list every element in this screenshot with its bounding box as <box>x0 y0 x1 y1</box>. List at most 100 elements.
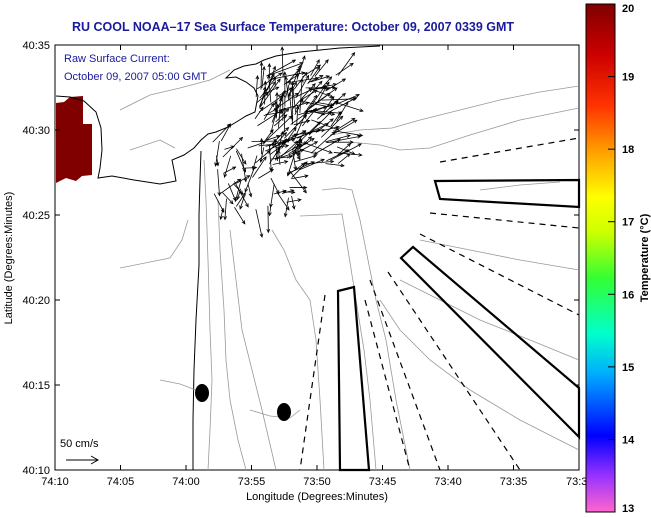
current-vector <box>285 80 291 98</box>
current-vector-head <box>262 65 266 71</box>
current-vector-head <box>217 192 222 197</box>
colorbar-label: Temperature (°C) <box>639 213 651 302</box>
y-tick-label: 40:10 <box>22 465 50 477</box>
current-vector <box>326 149 350 162</box>
current-vector <box>314 59 329 77</box>
current-vector <box>330 143 362 161</box>
current-vector-head <box>296 151 301 157</box>
current-vector <box>266 132 287 154</box>
current-vector-head <box>268 212 272 217</box>
current-vector-head <box>234 197 238 203</box>
current-vector <box>300 149 318 155</box>
current-vector-head <box>269 203 273 208</box>
current-vector-head <box>302 130 307 134</box>
current-vector-head <box>294 133 299 138</box>
x-tick-label: 74:10 <box>41 476 69 488</box>
current-vector-head <box>333 87 338 92</box>
scale-arrow <box>66 455 100 465</box>
current-vector-head <box>283 213 288 218</box>
current-vector-head <box>284 75 288 81</box>
colorbar <box>585 3 616 513</box>
current-vector-head <box>316 59 320 64</box>
current-vector-head <box>328 76 333 81</box>
current-vector-head <box>242 168 246 173</box>
x-axis-label: Longitude (Degrees:Minutes) <box>246 491 388 503</box>
current-label-line2: October 09, 2007 05:00 GMT <box>64 71 207 83</box>
current-vector-head <box>284 144 290 148</box>
current-vector <box>265 135 280 141</box>
current-vector-head <box>242 160 247 165</box>
current-vector <box>278 90 286 107</box>
current-vector-head <box>272 81 276 86</box>
current-vector-head <box>259 233 264 238</box>
current-vector-head <box>294 140 299 145</box>
current-vector <box>263 129 274 143</box>
current-vector-head <box>297 64 302 70</box>
current-vector-head <box>318 80 323 85</box>
current-vector <box>247 183 252 197</box>
y-tick-label: 40:30 <box>22 125 50 137</box>
current-vector <box>294 88 313 98</box>
y-tick-label: 40:35 <box>22 40 50 52</box>
current-vector <box>297 121 321 144</box>
current-vector-head <box>278 97 283 102</box>
current-vector <box>224 146 235 150</box>
current-vector <box>297 106 327 116</box>
current-vector-head <box>242 192 246 197</box>
current-vector <box>258 143 276 147</box>
current-vector-head <box>325 75 331 79</box>
current-vector <box>281 127 297 149</box>
current-vector <box>330 119 358 136</box>
current-vector-head <box>236 195 241 201</box>
current-vector <box>284 115 307 139</box>
station-marker <box>277 403 291 421</box>
x-tick-label: 74:00 <box>172 476 200 488</box>
current-vector-head <box>286 172 291 177</box>
current-vector <box>241 153 247 182</box>
current-vector <box>263 86 279 95</box>
current-vector <box>291 195 295 209</box>
current-vector-head <box>275 86 280 91</box>
current-vector-head <box>353 119 358 124</box>
plot-area <box>54 44 580 471</box>
x-tick-label: 73:40 <box>434 476 462 488</box>
current-vector-head <box>328 150 333 154</box>
current-vector-head <box>305 74 310 80</box>
survey-box-south <box>336 285 371 472</box>
current-vector <box>242 167 257 169</box>
current-vector-head <box>255 75 260 80</box>
current-vector <box>310 75 330 83</box>
current-vector-head <box>244 188 249 193</box>
current-vector-head <box>325 81 330 86</box>
current-vector-head <box>337 110 342 116</box>
current-vector-head <box>359 108 364 113</box>
current-vector <box>337 52 355 76</box>
current-vector <box>212 123 231 143</box>
figure-title: RU COOL NOAA–17 Sea Surface Temperature:… <box>72 20 514 34</box>
current-vector <box>300 89 318 101</box>
current-vector <box>292 151 297 170</box>
current-vector <box>297 123 329 139</box>
current-vector-head <box>223 216 228 221</box>
current-vector <box>299 79 303 113</box>
current-vector <box>222 137 243 158</box>
current-vector <box>261 66 265 88</box>
current-vector-head <box>351 151 356 155</box>
current-vector <box>258 74 275 107</box>
current-vector <box>236 148 247 165</box>
current-vector <box>270 184 275 208</box>
current-vector <box>247 141 266 149</box>
current-vector <box>296 140 300 156</box>
current-vector <box>275 145 289 148</box>
current-vector <box>275 108 290 123</box>
current-vector-head <box>280 46 285 51</box>
scale-label: 50 cm/s <box>60 438 99 450</box>
current-vector <box>288 169 307 193</box>
colorbar-tick-label: 13 <box>622 503 634 515</box>
current-vector-head <box>334 101 340 105</box>
current-label-line1: Raw Surface Current: <box>64 53 170 65</box>
current-vector-head <box>297 198 302 203</box>
current-vector <box>235 192 246 207</box>
current-vector <box>307 66 320 85</box>
